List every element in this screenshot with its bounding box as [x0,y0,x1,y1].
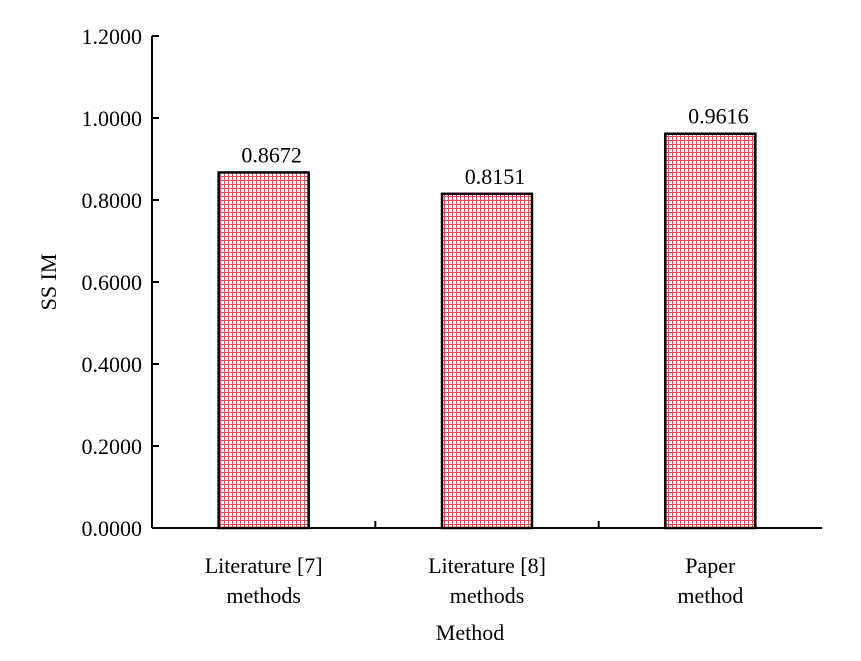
y-tick-label: 0.6000 [82,270,143,295]
x-tick-label: Literature [8] methods [428,553,546,608]
y-axis-title: SS IM [36,254,61,311]
y-tick-label: 0.8000 [82,188,143,213]
bar [664,132,757,530]
bar [217,171,310,530]
y-tick-label: 1.0000 [82,106,143,131]
x-axis-title: Method [436,620,504,645]
bar-value-label: 0.8672 [241,142,302,167]
y-tick-label: 0.2000 [82,434,143,459]
y-tick-label: 1.2000 [82,24,143,49]
bar-value-label: 0.9616 [688,104,749,129]
bar [440,192,534,530]
y-tick-label: 0.0000 [82,516,143,541]
bar-value-label: 0.8151 [465,164,526,189]
x-tick-label: Literature [7] methods [205,553,323,608]
y-tick-label: 0.4000 [82,352,143,377]
x-tick-label: Paper method [677,553,743,608]
